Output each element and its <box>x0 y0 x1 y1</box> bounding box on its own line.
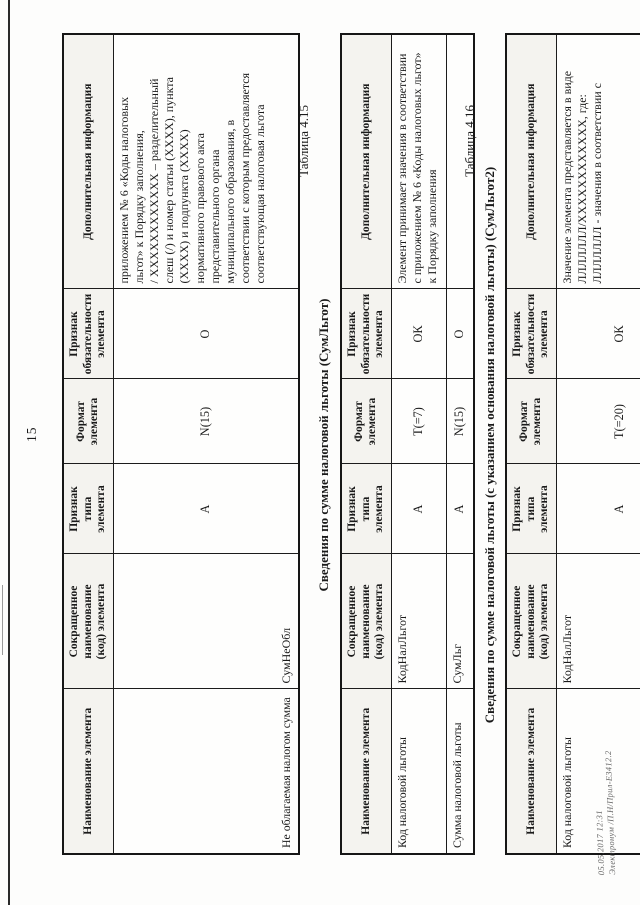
header-element-format: Формат элемента <box>506 379 556 464</box>
footer-stamp: 05.05.2017 12:31 Электронум /П.Н/Прил-Е3… <box>592 750 618 875</box>
cell-element-code: КодНалЛьгот <box>556 554 640 689</box>
table-caption-4-15: Таблица 4.15 <box>296 105 311 177</box>
header-element-type: Признак типа элемента <box>506 464 556 554</box>
header-element-format: Формат элемента <box>63 379 113 464</box>
cell-element-format: N(15) <box>113 379 299 464</box>
table-row: Код налоговой льготы КодНалЛьгот А Т(=20… <box>556 34 640 854</box>
cell-element-type: А <box>556 464 640 554</box>
cell-element-name: Не облагаемая налогом сумма <box>113 689 299 854</box>
table-header-row: Наименование элемента Сокращенное наимен… <box>63 34 113 854</box>
table-title-sumlgot2: Сведения по сумме налоговой льготы (с ук… <box>482 166 497 724</box>
table-sumlgot2: Наименование элемента Сокращенное наимен… <box>505 33 640 855</box>
header-element-code: Сокращенное наименование (код) элемента <box>63 554 113 689</box>
cell-element-code: КодНалЛьгот <box>391 554 446 689</box>
cell-element-format: Т(=7) <box>391 379 446 464</box>
table-caption-4-16: Таблица 4.16 <box>462 105 477 177</box>
table-title-sumlgot: Сведения по сумме налоговой льготы (СумЛ… <box>316 298 331 592</box>
cell-element-required: ОК <box>556 289 640 379</box>
cell-element-format: Т(=20) <box>556 379 640 464</box>
table-header-row: Наименование элемента Сокращенное наимен… <box>341 34 391 854</box>
header-element-type: Признак типа элемента <box>341 464 391 554</box>
header-element-format: Формат элемента <box>341 379 391 464</box>
header-element-name: Наименование элемента <box>341 689 391 854</box>
cell-additional-info: Значение элемента представляется в виде … <box>556 34 640 289</box>
scan-edge-line <box>8 0 10 905</box>
header-element-required: Признак обязательности элемента <box>506 289 556 379</box>
header-element-name: Наименование элемента <box>506 689 556 854</box>
cell-element-required: ОК <box>391 289 446 379</box>
table-row: Код налоговой льготы КодНалЛьгот А Т(=7)… <box>391 34 446 854</box>
header-element-type: Признак типа элемента <box>63 464 113 554</box>
cell-element-required: О <box>113 289 299 379</box>
cell-element-code: СумНеОбл <box>113 554 299 689</box>
header-element-required: Признак обязательности элемента <box>63 289 113 379</box>
cell-element-type: А <box>113 464 299 554</box>
header-element-code: Сокращенное наименование (код) элемента <box>341 554 391 689</box>
header-element-code: Сокращенное наименование (код) элемента <box>506 554 556 689</box>
cell-additional-info: приложением № 6 «Коды налоговых льгот» к… <box>113 34 299 289</box>
header-additional-info: Дополнительная информация <box>63 34 113 289</box>
table-sumlgot: Наименование элемента Сокращенное наимен… <box>340 33 475 855</box>
header-element-name: Наименование элемента <box>63 689 113 854</box>
page-number: 15 <box>24 426 39 443</box>
scan-artifact-dash <box>2 585 3 655</box>
table-continuation: Наименование элемента Сокращенное наимен… <box>62 33 300 855</box>
cell-element-name: Код налоговой льготы <box>391 689 446 854</box>
table-header-row: Наименование элемента Сокращенное наимен… <box>506 34 556 854</box>
table-row: Не облагаемая налогом сумма СумНеОбл А N… <box>113 34 299 854</box>
cell-additional-info: Элемент принимает значения в соответстви… <box>391 34 446 289</box>
header-additional-info: Дополнительная информация <box>341 34 391 289</box>
header-additional-info: Дополнительная информация <box>506 34 556 289</box>
cell-element-type: А <box>391 464 446 554</box>
header-element-required: Признак обязательности элемента <box>341 289 391 379</box>
